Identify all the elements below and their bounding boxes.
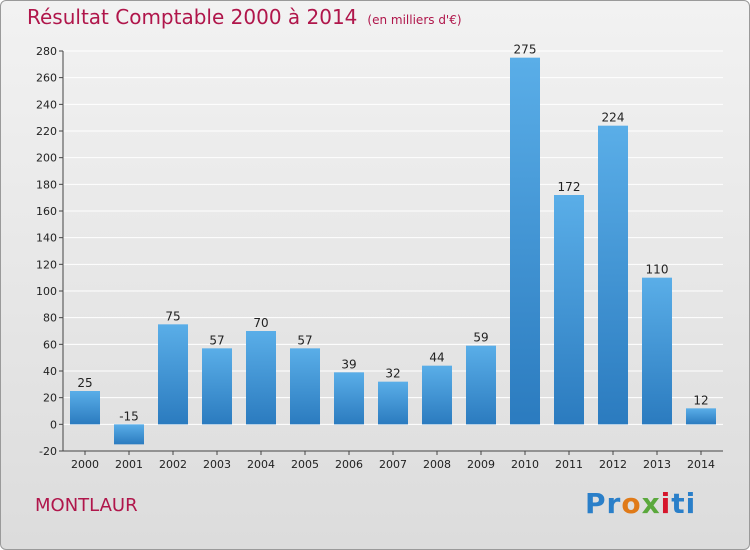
bar — [246, 331, 276, 425]
y-tick-label: 200 — [36, 152, 57, 165]
y-tick-label: 240 — [36, 98, 57, 111]
y-tick-label: -20 — [39, 445, 57, 458]
chart-title-text: Résultat Comptable 2000 à 2014 — [27, 5, 358, 29]
bar — [598, 125, 628, 425]
value-label: 75 — [165, 309, 180, 323]
logo-part-3: x — [641, 487, 661, 520]
y-tick-label: 180 — [36, 178, 57, 191]
x-tick-label: 2000 — [71, 458, 99, 471]
bar — [70, 391, 100, 425]
value-label: 59 — [473, 331, 488, 345]
x-tick-label: 2004 — [247, 458, 275, 471]
value-label: 39 — [341, 357, 356, 371]
logo-part-4: i — [660, 487, 672, 520]
bar — [642, 277, 672, 425]
commune-name: MONTLAUR — [35, 495, 138, 516]
x-tick-label: 2009 — [467, 458, 495, 471]
bar — [202, 348, 232, 425]
x-tick-label: 2006 — [335, 458, 363, 471]
logo-part-5: ti — [671, 487, 697, 520]
value-label: 110 — [646, 263, 669, 277]
value-label: 44 — [429, 351, 444, 365]
value-label: 25 — [77, 376, 92, 390]
bar — [510, 57, 540, 425]
bar — [158, 324, 188, 425]
y-tick-label: 40 — [43, 365, 57, 378]
x-tick-label: 2007 — [379, 458, 407, 471]
y-tick-label: 20 — [43, 392, 57, 405]
y-tick-label: 0 — [50, 418, 57, 431]
y-tick-label: 220 — [36, 125, 57, 138]
x-tick-label: 2010 — [511, 458, 539, 471]
x-tick-label: 2012 — [599, 458, 627, 471]
value-label: 275 — [514, 43, 537, 57]
bar — [686, 408, 716, 425]
logo-part-2: o — [621, 487, 642, 520]
x-tick-label: 2002 — [159, 458, 187, 471]
value-label: 32 — [385, 367, 400, 381]
proxiti-logo[interactable]: Proxiti — [585, 487, 696, 520]
x-tick-label: 2005 — [291, 458, 319, 471]
y-tick-label: 160 — [36, 205, 57, 218]
value-label: 70 — [253, 316, 268, 330]
y-tick-label: 120 — [36, 258, 57, 271]
bar — [378, 381, 408, 425]
y-tick-label: 80 — [43, 312, 57, 325]
chart-unit: (en milliers d'€) — [367, 13, 462, 27]
value-label: -15 — [119, 409, 139, 423]
value-label: 172 — [558, 180, 581, 194]
bar — [554, 195, 584, 425]
bar — [114, 424, 144, 445]
bar — [334, 372, 364, 425]
x-tick-label: 2011 — [555, 458, 583, 471]
bar — [422, 365, 452, 425]
bar — [466, 345, 496, 425]
value-label: 57 — [209, 333, 224, 347]
value-label: 12 — [693, 393, 708, 407]
label-layer: 25 -15 75 57 70 57 39 32 44 59 275 172 224 110 12 — [77, 43, 708, 424]
x-tick-label: 2001 — [115, 458, 143, 471]
bar — [290, 348, 320, 425]
chart-title: Résultat Comptable 2000 à 2014 (en millie… — [27, 5, 462, 29]
y-tick-label: 260 — [36, 72, 57, 85]
y-tick-label: 280 — [36, 45, 57, 58]
bar-layer — [70, 57, 716, 445]
value-label: 224 — [602, 111, 625, 125]
value-label: 57 — [297, 333, 312, 347]
x-tick-label: 2014 — [687, 458, 715, 471]
x-tick-label: 2003 — [203, 458, 231, 471]
axis-layer: -20 0 20 40 60 80 100 120 140 160 180 200 220 240 260 2… — [36, 45, 723, 471]
y-tick-label: 60 — [43, 338, 57, 351]
logo-part-1: Pr — [585, 487, 622, 520]
y-tick-label: 140 — [36, 232, 57, 245]
x-tick-label: 2008 — [423, 458, 451, 471]
x-tick-label: 2013 — [643, 458, 671, 471]
y-tick-label: 100 — [36, 285, 57, 298]
